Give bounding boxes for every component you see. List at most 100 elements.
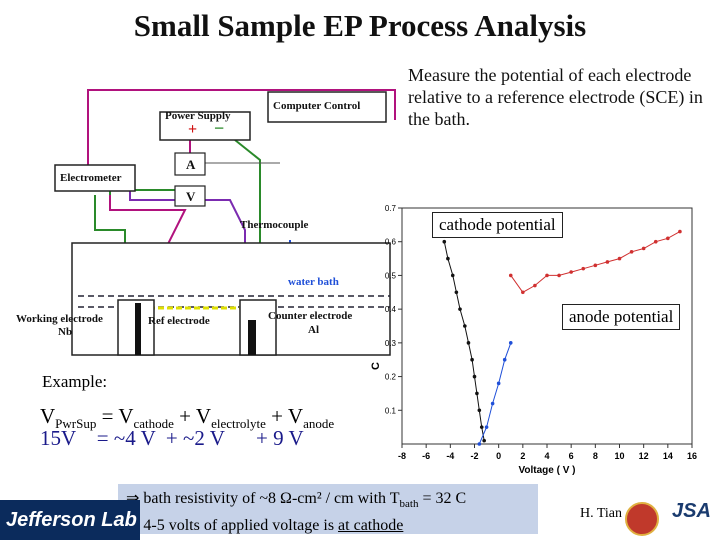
data-point xyxy=(446,256,450,261)
wire-computer xyxy=(87,89,396,175)
example-label: Example: xyxy=(42,372,108,391)
conclusion-banner: ⇒ bath resistivity of ~8 Ω-cm² / cm with… xyxy=(118,484,538,534)
power-supply-box xyxy=(159,111,251,141)
water-bath-label: water bath xyxy=(288,276,339,288)
x-tick-label: 8 xyxy=(593,451,598,461)
y-tick-label: 0.5 xyxy=(385,271,397,280)
x-tick-label: 6 xyxy=(569,451,574,461)
seal-icon xyxy=(625,502,659,536)
banner-line-1-text: ⇒ bath resistivity of ~8 Ω-cm² / cm with… xyxy=(126,490,400,507)
computer-control-box xyxy=(267,91,387,123)
data-point xyxy=(508,273,513,278)
data-point xyxy=(482,438,486,443)
x-axis-label: Voltage ( V ) xyxy=(518,465,575,475)
data-point xyxy=(641,246,646,251)
x-tick-label: 14 xyxy=(663,451,673,461)
voltmeter-box xyxy=(174,185,206,207)
measure-description: Measure the potential of each electrode … xyxy=(408,65,703,129)
eq-plus1: + V xyxy=(173,404,212,428)
data-point xyxy=(617,256,622,261)
data-point xyxy=(666,236,670,241)
counter-electrode-label: Counter electrode xyxy=(268,310,353,322)
chart-ylabel: C xyxy=(369,362,382,370)
data-point xyxy=(581,266,586,271)
eq-plus2: + V xyxy=(265,404,304,428)
x-tick-label: 0 xyxy=(496,451,501,461)
data-point xyxy=(442,239,447,244)
counter-electrode xyxy=(248,320,256,355)
banner-line-2-underlined: at cathode xyxy=(338,517,404,535)
banner-line-1-sub: bath xyxy=(399,498,419,511)
data-point xyxy=(472,374,477,379)
data-point xyxy=(678,229,682,234)
eq-cathode-sub: cathode xyxy=(133,416,174,432)
data-point xyxy=(466,341,471,345)
y-tick-label: 0.1 xyxy=(385,406,397,415)
banner-line-2: ⇒ 4-5 volts of applied voltage is at cat… xyxy=(126,515,530,536)
y-tick-label: 0.4 xyxy=(385,305,397,314)
data-point xyxy=(557,273,561,278)
eq-electrolyte-sub: electrolyte xyxy=(211,416,266,432)
x-tick-label: -4 xyxy=(446,451,454,461)
electrometer-box xyxy=(54,164,136,192)
data-point xyxy=(475,391,479,396)
data-point xyxy=(605,260,610,264)
ammeter-label: A xyxy=(186,157,196,172)
working-electrode-label: Working electrode xyxy=(16,313,103,325)
eq-pwr-sub: PwrSup xyxy=(55,416,97,432)
x-tick-label: 16 xyxy=(687,451,697,461)
data-point xyxy=(521,290,525,295)
cathode-callout: cathode potential xyxy=(432,212,563,238)
eq-mid: = V xyxy=(96,404,134,428)
data-point xyxy=(477,408,482,413)
y-tick-label: 0.7 xyxy=(385,204,397,213)
power-supply-label: Power Supply xyxy=(165,110,231,122)
computer-control-label: Computer Control xyxy=(273,100,361,112)
data-point xyxy=(502,357,507,362)
eq-anode-sub: anode xyxy=(303,416,335,432)
y-tick-label: 0.3 xyxy=(385,339,397,348)
data-point xyxy=(477,442,482,446)
data-point xyxy=(508,341,513,345)
data-point xyxy=(593,263,598,268)
plus-terminal: + xyxy=(188,121,198,138)
series-line xyxy=(478,342,512,445)
data-point xyxy=(629,250,634,254)
working-electrode xyxy=(135,303,141,355)
x-tick-label: 2 xyxy=(520,451,525,461)
eq-v1: V xyxy=(40,404,56,428)
data-point xyxy=(496,381,501,386)
data-point xyxy=(470,357,474,362)
y-tick-label: 0.6 xyxy=(385,238,397,247)
x-tick-label: 4 xyxy=(544,451,549,461)
minus-terminal: − xyxy=(214,118,225,138)
y-tick-label: 0.2 xyxy=(385,373,397,382)
jefferson-lab-logo: Jefferson Lab xyxy=(0,500,140,540)
data-point xyxy=(458,307,462,311)
x-tick-label: -6 xyxy=(422,451,430,461)
data-point xyxy=(454,290,459,295)
data-point xyxy=(463,324,467,328)
x-tick-label: -8 xyxy=(398,451,406,461)
working-electrode-material: Nb xyxy=(58,326,73,338)
author-name: H. Tian xyxy=(580,506,623,521)
slide-title: Small Sample EP Process Analysis xyxy=(133,8,587,43)
data-point xyxy=(653,239,658,244)
equation-values: 15V = ~4 V + ~2 V + 9 V xyxy=(40,426,304,450)
voltmeter-label: V xyxy=(186,189,196,204)
thermocouple-label: Thermocouple xyxy=(240,219,309,231)
data-point xyxy=(484,425,489,429)
voltage-equation: VPwrSup = Vcathode + Velectrolyte + Vano… xyxy=(40,404,334,432)
banner-line-1: ⇒ bath resistivity of ~8 Ω-cm² / cm with… xyxy=(126,488,530,515)
voltage-chart: -8 -6 -4 -2 0 2 4 6 8 10 12 14 16 0.1 0.2 0.3 0.4 0.5 0.6 0… xyxy=(385,204,697,475)
ammeter-box xyxy=(174,152,206,176)
counter-electrode-holder xyxy=(239,299,277,356)
jsa-logo: JSA xyxy=(672,500,711,522)
data-point xyxy=(545,273,549,278)
x-tick-label: -2 xyxy=(470,451,478,461)
data-point xyxy=(450,273,455,278)
data-point xyxy=(533,283,537,288)
banner-line-1-end: = 32 C xyxy=(418,490,467,507)
ref-electrode-label: Ref electrode xyxy=(148,315,210,327)
